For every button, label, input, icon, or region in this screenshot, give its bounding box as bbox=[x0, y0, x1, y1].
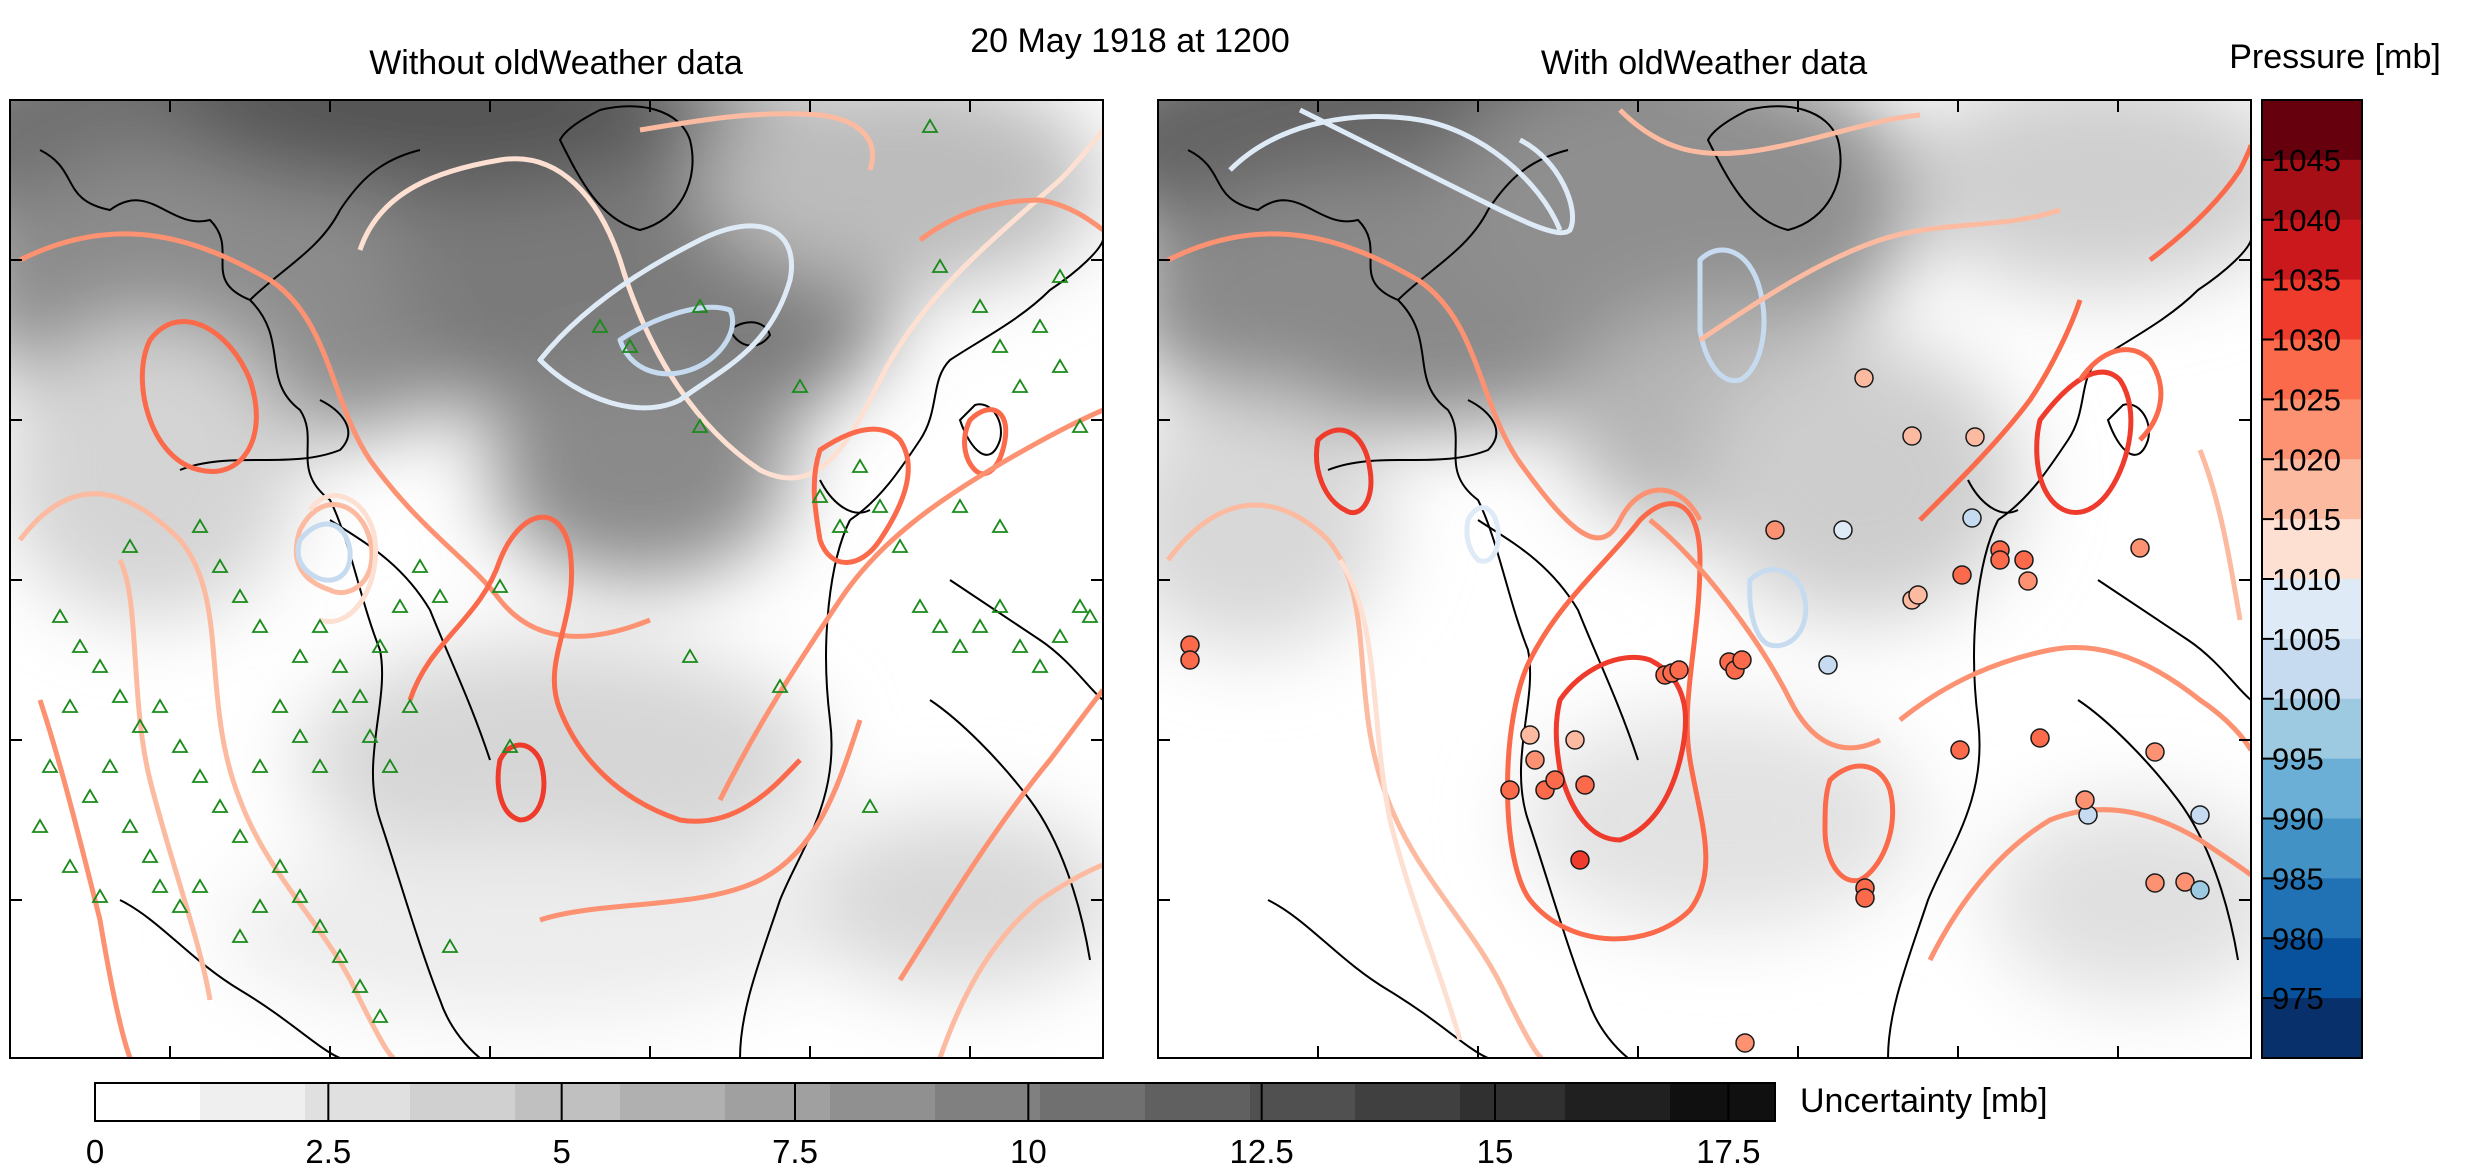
pressure-tick-label: 1005 bbox=[2272, 622, 2341, 657]
pressure-colorbar-cell bbox=[2262, 698, 2362, 760]
uncertainty-colorbar-cell bbox=[1250, 1083, 1356, 1121]
uncertainty-tick-label: 12.5 bbox=[1230, 1133, 1294, 1170]
pressure-colorbar-cell bbox=[2262, 459, 2362, 520]
pressure-tick-label: 985 bbox=[2272, 861, 2324, 896]
isobars bbox=[18, 111, 1103, 1058]
uncertainty-colorbar-cell bbox=[830, 1083, 936, 1121]
pressure-colorbar-label: Pressure [mb] bbox=[2229, 38, 2441, 76]
uncertainty-colorbar-cell bbox=[200, 1083, 306, 1121]
panel-frame-without bbox=[9, 99, 1104, 1059]
pressure-tick-label: 1000 bbox=[2272, 682, 2341, 717]
uncertainty-colorbar-label: Uncertainty [mb] bbox=[1800, 1082, 2048, 1120]
pressure-tick-label: 1040 bbox=[2272, 203, 2341, 238]
pressure-colorbar-cell bbox=[2262, 279, 2362, 340]
pressure-tick-label: 980 bbox=[2272, 921, 2324, 956]
uncertainty-colorbar-cell bbox=[1460, 1083, 1566, 1121]
uncertainty-colorbar-cell bbox=[935, 1083, 1041, 1121]
map-panel-with bbox=[1158, 100, 2251, 1058]
panel-title-without: Without oldWeather data bbox=[369, 44, 743, 82]
uncertainty-tick-label: 10 bbox=[1010, 1133, 1047, 1170]
uncertainty-tick-label: 5 bbox=[552, 1133, 570, 1170]
pressure-tick-label: 1010 bbox=[2272, 562, 2341, 597]
uncertainty-colorbar-cell bbox=[1145, 1083, 1251, 1121]
uncertainty-colorbar-cell bbox=[95, 1083, 201, 1121]
uncertainty-tick-label: 0 bbox=[86, 1133, 104, 1170]
uncertainty-colorbar-cell bbox=[1040, 1083, 1146, 1121]
pressure-colorbar-cell bbox=[2262, 638, 2362, 700]
pressure-colorbar bbox=[2262, 100, 2362, 1059]
pressure-colorbar-cell bbox=[2262, 100, 2362, 161]
pressure-tick-label: 1025 bbox=[2272, 382, 2341, 417]
uncertainty-colorbar-ticks: 0 2.5 5 7.5 10 12.5 15 17.5 bbox=[86, 1083, 1760, 1170]
pressure-tick-label: 1045 bbox=[2272, 143, 2341, 178]
panel-frame-with bbox=[1157, 99, 2252, 1059]
pressure-colorbar-cell bbox=[2262, 219, 2362, 281]
uncertainty-shading bbox=[10, 100, 1103, 1020]
grid-ticks bbox=[1158, 100, 2251, 1058]
pressure-colorbar-cell bbox=[2262, 938, 2362, 999]
pressure-colorbar-ticks: 1045 1040 1035 1030 1025 1020 1015 1010 1005 1000… bbox=[2262, 143, 2341, 1016]
uncertainty-colorbar-cell bbox=[515, 1083, 621, 1121]
pressure-tick-label: 1030 bbox=[2272, 323, 2341, 358]
pressure-tick-label: 995 bbox=[2272, 742, 2324, 777]
pressure-tick-label: 990 bbox=[2272, 802, 2324, 837]
figure-title: 20 May 1918 at 1200 bbox=[970, 22, 1289, 60]
pressure-colorbar-cell bbox=[2262, 399, 2362, 460]
uncertainty-tick-label: 2.5 bbox=[305, 1133, 351, 1170]
panel-title-with: With oldWeather data bbox=[1541, 44, 1867, 82]
pressure-colorbar-cell bbox=[2262, 758, 2362, 819]
pressure-colorbar-cell bbox=[2262, 878, 2362, 939]
pressure-colorbar-cell bbox=[2262, 818, 2362, 879]
pressure-colorbar-cell bbox=[2262, 339, 2362, 400]
coastlines bbox=[1187, 105, 2251, 1058]
uncertainty-colorbar-cell bbox=[1670, 1083, 1776, 1121]
uncertainty-shading bbox=[1158, 100, 2251, 1000]
grid-ticks bbox=[10, 100, 1103, 1058]
pressure-colorbar-cell bbox=[2262, 579, 2362, 640]
pressure-colorbar-cell bbox=[2262, 519, 2362, 580]
pressure-tick-label: 1020 bbox=[2272, 442, 2341, 477]
pressure-colorbar-cell bbox=[2262, 159, 2362, 221]
uncertainty-tick-label: 7.5 bbox=[772, 1133, 818, 1170]
ship-observations bbox=[1180, 368, 2210, 1053]
uncertainty-colorbar bbox=[95, 1083, 1776, 1121]
uncertainty-tick-label: 15 bbox=[1477, 1133, 1514, 1170]
uncertainty-colorbar-cell bbox=[305, 1083, 411, 1121]
pressure-tick-label: 1035 bbox=[2272, 263, 2341, 298]
coastlines bbox=[39, 105, 1103, 1058]
uncertainty-colorbar-cell bbox=[1565, 1083, 1671, 1121]
uncertainty-colorbar-cell bbox=[725, 1083, 831, 1121]
uncertainty-colorbar-cell bbox=[1355, 1083, 1461, 1121]
station-markers bbox=[31, 118, 1099, 1023]
pressure-colorbar-cell bbox=[2262, 998, 2362, 1059]
pressure-tick-label: 975 bbox=[2272, 981, 2324, 1016]
uncertainty-colorbar-cell bbox=[410, 1083, 516, 1121]
map-panel-without bbox=[10, 100, 1103, 1058]
uncertainty-tick-label: 17.5 bbox=[1696, 1133, 1760, 1170]
uncertainty-colorbar-cell bbox=[620, 1083, 726, 1121]
pressure-tick-label: 1015 bbox=[2272, 502, 2341, 537]
